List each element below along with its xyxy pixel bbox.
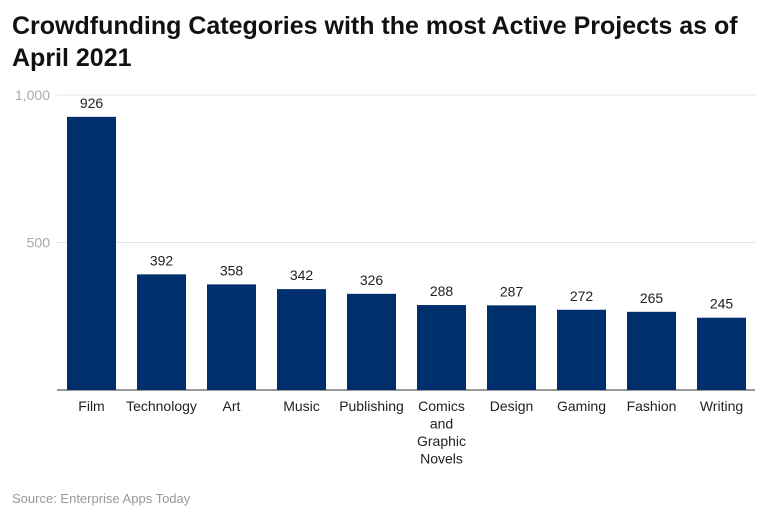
chart-title: Crowdfunding Categories with the most Ac…	[12, 12, 738, 72]
x-tick-label: Gaming	[557, 398, 606, 414]
data-label: 288	[430, 283, 454, 299]
x-tick-label: Technology	[126, 398, 197, 414]
x-tick-label: Music	[283, 398, 320, 414]
x-tick-label: Film	[78, 398, 104, 414]
data-label: 287	[500, 283, 524, 299]
x-tick-label: Comics and Graphic Novels	[417, 398, 466, 467]
bar	[347, 293, 396, 390]
x-tick-label: Art	[223, 398, 241, 414]
bar	[207, 284, 256, 390]
bar	[137, 274, 186, 390]
data-label: 326	[360, 272, 384, 288]
x-tick-label: Design	[490, 398, 534, 414]
bar	[627, 311, 676, 390]
bar	[417, 305, 466, 390]
data-label: 392	[150, 252, 174, 268]
bar	[557, 309, 606, 390]
x-tick-label: Fashion	[627, 398, 677, 414]
x-tick-label: Publishing	[339, 398, 404, 414]
data-label: 245	[710, 296, 734, 312]
data-label: 926	[80, 95, 104, 111]
bar	[697, 317, 746, 390]
x-tick-label: Writing	[700, 398, 743, 414]
bar	[67, 116, 116, 390]
source-note: Source: Enterprise Apps Today	[12, 491, 191, 506]
y-tick-label: 1,000	[15, 87, 50, 103]
y-tick-label: 500	[27, 235, 51, 251]
data-label: 272	[570, 288, 594, 304]
data-label: 265	[640, 290, 664, 306]
data-label: 342	[290, 267, 314, 283]
data-label: 358	[220, 262, 244, 278]
bar	[277, 289, 326, 390]
bar	[487, 305, 536, 390]
